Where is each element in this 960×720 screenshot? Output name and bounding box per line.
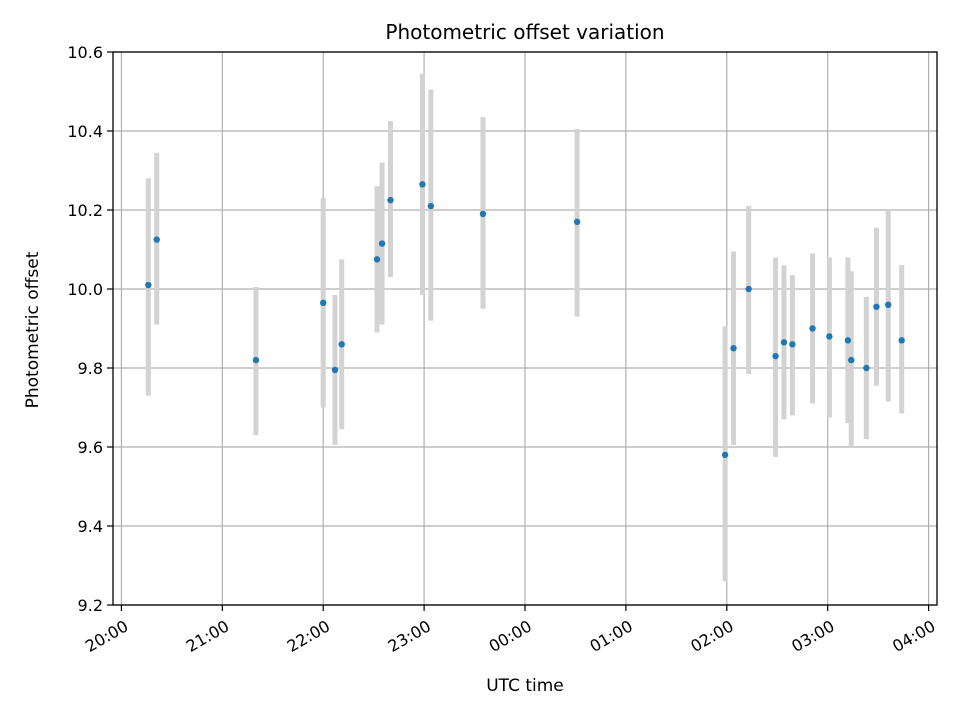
- data-point: [873, 303, 880, 310]
- y-tick-label: 9.4: [78, 517, 103, 536]
- y-tick-label: 9.6: [78, 438, 103, 457]
- data-point: [387, 196, 394, 204]
- data-point: [885, 301, 892, 308]
- data-point: [427, 202, 435, 210]
- data-point: [772, 352, 779, 360]
- data-point: [898, 337, 905, 344]
- data-point: [809, 325, 816, 332]
- data-point: [780, 339, 788, 346]
- data-point: [848, 356, 855, 364]
- data-point: [153, 236, 160, 243]
- data-point: [338, 341, 345, 348]
- data-point: [252, 356, 260, 364]
- chart-title: Photometric offset variation: [385, 20, 664, 44]
- y-tick-label: 9.8: [78, 359, 103, 378]
- data-point: [826, 333, 833, 340]
- data-point: [378, 240, 386, 247]
- data-point: [331, 366, 339, 374]
- data-point: [479, 210, 487, 218]
- data-point: [745, 285, 752, 293]
- y-tick-label: 10.0: [67, 280, 103, 299]
- data-point: [320, 299, 327, 307]
- y-tick-label: 9.2: [78, 596, 103, 615]
- y-tick-label: 10.6: [67, 43, 103, 62]
- data-point: [789, 341, 796, 348]
- y-tick-label: 10.2: [67, 201, 103, 220]
- y-axis-title: Photometric offset: [23, 251, 43, 408]
- data-point: [573, 218, 581, 226]
- data-points: [145, 181, 905, 459]
- data-point: [145, 281, 152, 289]
- data-point: [419, 181, 426, 188]
- x-axis-title: UTC time: [486, 676, 564, 696]
- data-point: [863, 364, 870, 372]
- y-tick-label: 10.4: [67, 122, 103, 141]
- data-point: [844, 337, 852, 344]
- data-point: [730, 345, 737, 352]
- data-point: [721, 451, 729, 459]
- data-point: [373, 256, 381, 263]
